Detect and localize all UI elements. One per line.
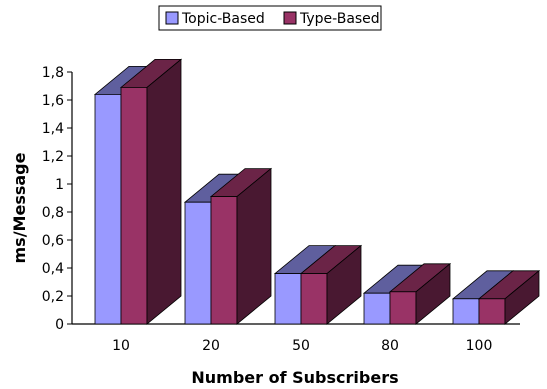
bar-topic-based-50 (273, 245, 337, 325)
bar-front-face (300, 273, 328, 325)
bar-front-face (363, 292, 391, 325)
bar-front-face (452, 298, 480, 325)
bar-type-based-10 (119, 58, 183, 325)
y-tick-label: 1,6 (42, 93, 64, 109)
legend-label-type-based: Type-Based (299, 11, 380, 27)
y-tick-label: 1,4 (42, 121, 64, 137)
bar-side-face (236, 167, 272, 325)
y-tick-label: 0,6 (42, 233, 64, 249)
bar-type-based-50 (299, 244, 363, 325)
legend: Topic-Based Type-Based (158, 5, 382, 31)
bar-side-face (326, 244, 362, 325)
x-axis-title: Number of Subscribers (191, 368, 398, 387)
bar-front-face (389, 291, 417, 325)
bar-group-20 (183, 167, 273, 325)
bar-front-face (478, 298, 506, 325)
bar-group-50 (273, 244, 363, 325)
legend-label-topic-based: Topic-Based (181, 11, 265, 27)
bar-topic-based-80 (362, 264, 426, 325)
y-axis-title: ms/Message (10, 152, 29, 263)
x-tick-label: 80 (381, 338, 399, 354)
bar-type-based-100 (477, 269, 541, 325)
y-tick-label: 0,4 (42, 261, 64, 277)
y-tick-label: 0,8 (42, 205, 64, 221)
y-tick-label: 1 (55, 177, 64, 193)
x-tick-label: 20 (202, 338, 220, 354)
bar-type-based-80 (388, 262, 452, 325)
bar-side-face (415, 262, 451, 325)
bar-group-80 (362, 262, 452, 325)
bar-front-face (120, 87, 148, 325)
bar-group-10 (93, 58, 183, 325)
y-tick-label: 0,2 (42, 289, 64, 305)
bar-group-100 (451, 269, 541, 325)
y-tick-label: 1,8 (42, 65, 64, 81)
bar-type-based-20 (209, 167, 273, 325)
legend-swatch-type-based (283, 11, 297, 25)
legend-box (158, 5, 382, 31)
bar-front-face (94, 94, 122, 325)
bar-side-face (146, 58, 182, 325)
x-tick-label: 50 (292, 338, 310, 354)
tick-labels: 0 0,2 0,4 0,6 0,8 1 1,2 1,4 1,6 1,8 10 20 50 80 100 (42, 65, 493, 354)
bars (93, 58, 541, 325)
bar-side-face (504, 269, 540, 325)
legend-swatch-topic-based (165, 11, 179, 25)
bar-front-face (274, 273, 302, 325)
bar-topic-based-100 (451, 270, 515, 325)
x-tick-label: 100 (466, 338, 493, 354)
y-tick-label: 1,2 (42, 149, 64, 165)
bar-front-face (210, 196, 238, 325)
y-tick-label: 0 (55, 317, 64, 333)
x-tick-label: 10 (112, 338, 130, 354)
bar-front-face (184, 201, 212, 325)
